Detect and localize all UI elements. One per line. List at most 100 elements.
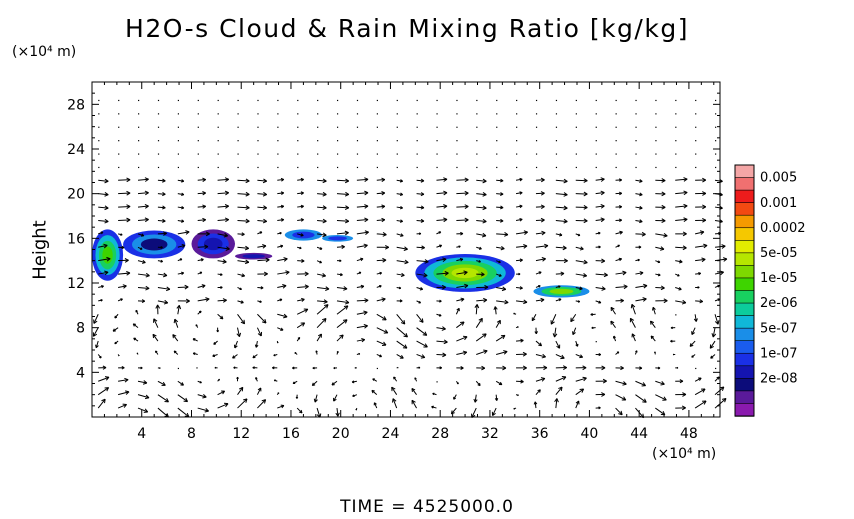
wind-vector (595, 392, 606, 397)
wind-vector (257, 244, 267, 249)
wind-vector (157, 259, 163, 263)
wind-vector (297, 297, 305, 302)
wind-vector-dot (157, 153, 160, 155)
wind-vector (595, 231, 601, 235)
wind-vector (694, 377, 702, 382)
wind-vector (572, 327, 577, 336)
wind-vector (118, 284, 127, 289)
wind-vector (436, 299, 442, 303)
wind-vector (555, 233, 563, 237)
wind-vector-dot (535, 153, 538, 155)
wind-vector (493, 306, 498, 315)
wind-vector-dot (277, 113, 279, 115)
wind-vector-dot (157, 113, 160, 115)
wind-vector-dot (157, 99, 160, 102)
wind-vector-dot (436, 381, 438, 383)
wind-vector (237, 259, 250, 265)
wind-vector (277, 218, 285, 222)
wind-vector (555, 258, 568, 264)
colorbar-swatch (734, 403, 755, 417)
wind-vector-dot (317, 166, 319, 169)
wind-vector-dot (695, 126, 697, 128)
wind-vector (535, 204, 545, 210)
wind-vector (252, 354, 258, 359)
wind-vector-dot (396, 166, 398, 169)
wind-vector (277, 327, 284, 331)
wind-vector (516, 338, 524, 343)
y-tick-label: 20 (67, 187, 85, 203)
wind-vector (436, 271, 449, 276)
wind-vector (496, 232, 509, 237)
wind-vector-dot (356, 153, 359, 155)
wind-vector (615, 284, 628, 290)
wind-vector-dot (535, 99, 538, 102)
wind-vector (635, 205, 643, 210)
wind-vector-dot (516, 153, 518, 155)
wind-vector-dot (436, 99, 438, 102)
wind-vector (655, 204, 666, 210)
wind-vector (575, 273, 588, 278)
wind-vector (456, 257, 464, 262)
wind-vector-dot (635, 99, 637, 102)
wind-vector (650, 335, 656, 342)
wind-vector (98, 298, 103, 302)
wind-vector (336, 350, 339, 355)
wind-vector (675, 231, 687, 237)
wind-vector (615, 230, 623, 235)
wind-vector (456, 335, 468, 342)
wind-vector (531, 314, 537, 322)
wind-vector-dot (635, 153, 637, 155)
wind-vector (376, 271, 383, 275)
wind-vector (213, 340, 218, 345)
wind-vector-dot (197, 113, 199, 115)
wind-vector-dot (615, 126, 617, 128)
wind-vector (297, 284, 309, 290)
wind-vector-dot (376, 99, 378, 102)
wind-vector (117, 354, 120, 357)
wind-vector (513, 312, 517, 315)
wind-vector (137, 190, 149, 196)
wind-vector (277, 404, 285, 409)
wind-vector (695, 204, 707, 210)
wind-vector (356, 284, 365, 289)
colorbar-label: 5e-05 (760, 246, 798, 261)
wind-vector-dot (615, 140, 617, 142)
wind-vector (356, 257, 364, 262)
wind-vector (157, 367, 161, 370)
wind-vector (391, 386, 398, 395)
wind-vector (295, 394, 299, 399)
wind-vector (431, 405, 437, 409)
wind-vector (535, 389, 541, 395)
wind-vector (535, 257, 546, 262)
colorbar-label: 0.0002 (760, 221, 806, 236)
wind-vector-dot (277, 140, 279, 142)
wind-vector-dot (217, 126, 219, 128)
wind-vector-dot (277, 153, 279, 155)
wind-vector (516, 272, 521, 276)
wind-vector (197, 407, 209, 413)
wind-vector-dot (555, 153, 558, 155)
wind-vector (456, 283, 469, 289)
wind-vector (595, 365, 606, 371)
wind-vector (392, 398, 398, 409)
wind-vector (118, 245, 125, 250)
wind-vector-dot (396, 99, 398, 102)
wind-vector (714, 284, 720, 288)
wind-vector (97, 354, 102, 359)
wind-vector (114, 313, 119, 319)
wind-vector (376, 297, 386, 302)
time-label: TIME = 4525000.0 (340, 497, 514, 517)
wind-vector (555, 205, 568, 211)
wind-vector-dot (675, 99, 677, 102)
wind-vector-dot (615, 153, 617, 155)
wind-vector (515, 204, 523, 209)
wind-vector (98, 256, 111, 262)
wind-vector-dot (376, 367, 378, 370)
wind-vector-dot (476, 166, 478, 169)
wind-vector (276, 392, 280, 395)
wind-vector-dot (575, 153, 577, 155)
wind-vector-dot (715, 140, 717, 142)
wind-vector (476, 297, 488, 303)
x-tick-label: 48 (680, 426, 698, 442)
wind-vector (655, 273, 661, 277)
